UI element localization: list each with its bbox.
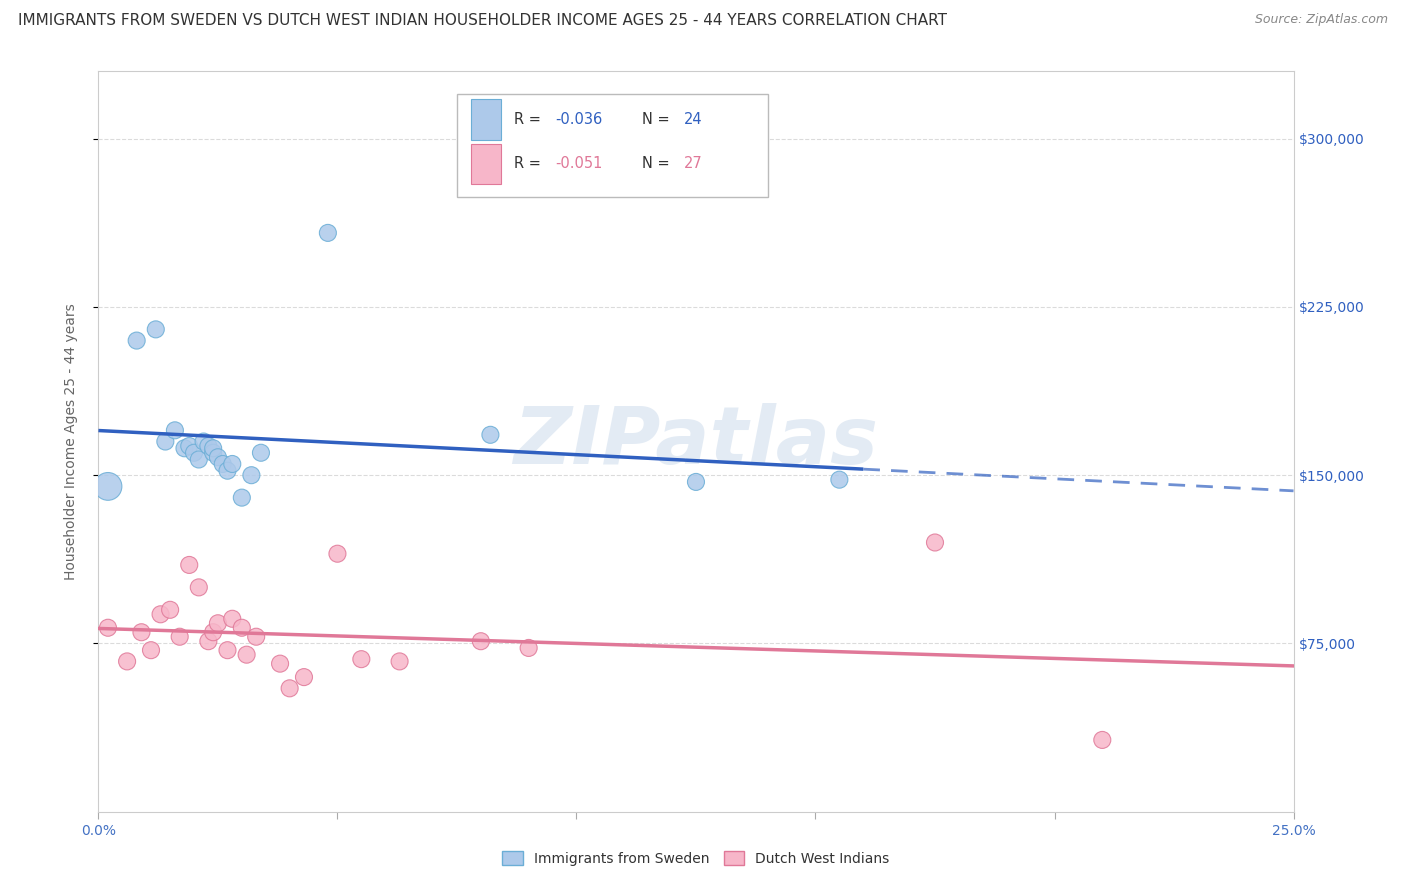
Point: [179, 439, 201, 453]
Legend: Immigrants from Sweden, Dutch West Indians: Immigrants from Sweden, Dutch West India…: [496, 846, 896, 871]
Point: [149, 607, 172, 622]
Point: [231, 621, 253, 635]
Point: [207, 450, 229, 465]
Point: [202, 446, 225, 460]
Point: [197, 634, 219, 648]
Text: ZIPatlas: ZIPatlas: [513, 402, 879, 481]
Y-axis label: Householder Income Ages 25 - 44 years: Householder Income Ages 25 - 44 years: [63, 303, 77, 580]
Point: [269, 657, 291, 671]
Point: [685, 475, 707, 489]
Point: [202, 442, 225, 456]
Text: IMMIGRANTS FROM SWEDEN VS DUTCH WEST INDIAN HOUSEHOLDER INCOME AGES 25 - 44 YEAR: IMMIGRANTS FROM SWEDEN VS DUTCH WEST IND…: [18, 13, 948, 29]
Point: [115, 654, 138, 668]
Point: [155, 434, 177, 449]
Bar: [471, 99, 501, 140]
Text: 27: 27: [685, 156, 703, 171]
Point: [231, 491, 253, 505]
Point: [292, 670, 315, 684]
Point: [125, 334, 148, 348]
Text: 24: 24: [685, 112, 703, 127]
Point: [193, 434, 215, 449]
Point: [278, 681, 301, 696]
Point: [169, 630, 191, 644]
Point: [316, 226, 339, 240]
Point: [159, 603, 181, 617]
Text: N =: N =: [643, 156, 675, 171]
Point: [207, 616, 229, 631]
Point: [235, 648, 257, 662]
Point: [1091, 733, 1114, 747]
Point: [240, 468, 263, 483]
Text: Source: ZipAtlas.com: Source: ZipAtlas.com: [1254, 13, 1388, 27]
Point: [245, 630, 267, 644]
Text: R =: R =: [515, 156, 546, 171]
Point: [97, 479, 120, 493]
Point: [326, 547, 349, 561]
Point: [197, 439, 219, 453]
Point: [187, 452, 209, 467]
Point: [250, 446, 273, 460]
Point: [163, 423, 186, 437]
Point: [217, 643, 239, 657]
Text: -0.051: -0.051: [555, 156, 602, 171]
Text: -0.036: -0.036: [555, 112, 602, 127]
Point: [221, 457, 243, 471]
Point: [479, 427, 502, 442]
Point: [131, 625, 153, 640]
Point: [517, 640, 540, 655]
Point: [202, 625, 225, 640]
Point: [221, 612, 243, 626]
Point: [187, 580, 209, 594]
Point: [388, 654, 411, 668]
Point: [173, 442, 195, 456]
Point: [183, 446, 205, 460]
Point: [217, 464, 239, 478]
Point: [145, 322, 167, 336]
Point: [470, 634, 492, 648]
Point: [211, 457, 233, 471]
Point: [828, 473, 851, 487]
Point: [924, 535, 946, 549]
FancyBboxPatch shape: [457, 94, 768, 197]
Text: R =: R =: [515, 112, 546, 127]
Point: [179, 558, 201, 572]
Point: [350, 652, 373, 666]
Point: [139, 643, 162, 657]
Text: N =: N =: [643, 112, 675, 127]
Point: [97, 621, 120, 635]
Bar: [471, 144, 501, 185]
